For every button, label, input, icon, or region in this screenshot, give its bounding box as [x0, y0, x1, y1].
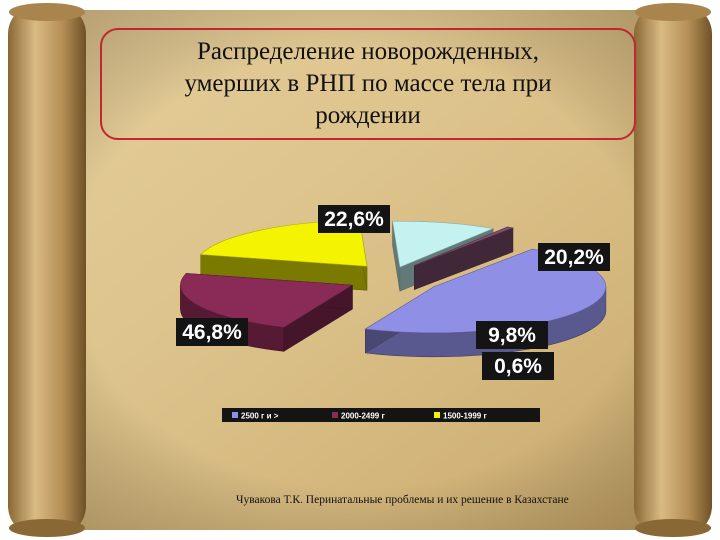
data-label-4: 0,6%	[482, 352, 554, 380]
data-label-0: 46,8%	[176, 318, 248, 346]
data-label-1: 22,6%	[318, 205, 390, 233]
legend-swatch-1	[332, 412, 338, 418]
legend-swatch-0	[232, 412, 238, 418]
legend-label-2: 1500-1999 г	[443, 412, 487, 421]
legend-entry-2: 1500-1999 г	[434, 412, 487, 421]
legend-swatch-2	[434, 412, 440, 418]
footer-citation: Чувакова Т.К. Перинатальные проблемы и и…	[236, 494, 569, 506]
data-label-3: 9,8%	[476, 321, 548, 349]
legend-label-1: 2000-2499 г	[341, 412, 385, 421]
data-label-2: 20,2%	[538, 243, 610, 271]
legend-entry-0: 2500 г и >	[232, 412, 279, 421]
data-label-text-1: 22,6%	[324, 208, 384, 231]
legend-label-0: 2500 г и >	[241, 412, 279, 421]
legend-entry-1: 2000-2499 г	[332, 412, 385, 421]
title-box: Распределение новорожденных, умерших в Р…	[100, 28, 636, 140]
data-label-text-3: 9,8%	[488, 324, 536, 347]
data-label-text-0: 46,8%	[182, 321, 242, 344]
pie-slice-4	[414, 226, 515, 290]
data-label-text-2: 20,2%	[544, 246, 604, 269]
chart-legend: 2500 г и > 2000-2499 г 1500-1999 г	[222, 408, 540, 422]
slide-title: Распределение новорожденных, умерших в Р…	[184, 38, 552, 129]
data-label-text-4: 0,6%	[494, 355, 542, 378]
